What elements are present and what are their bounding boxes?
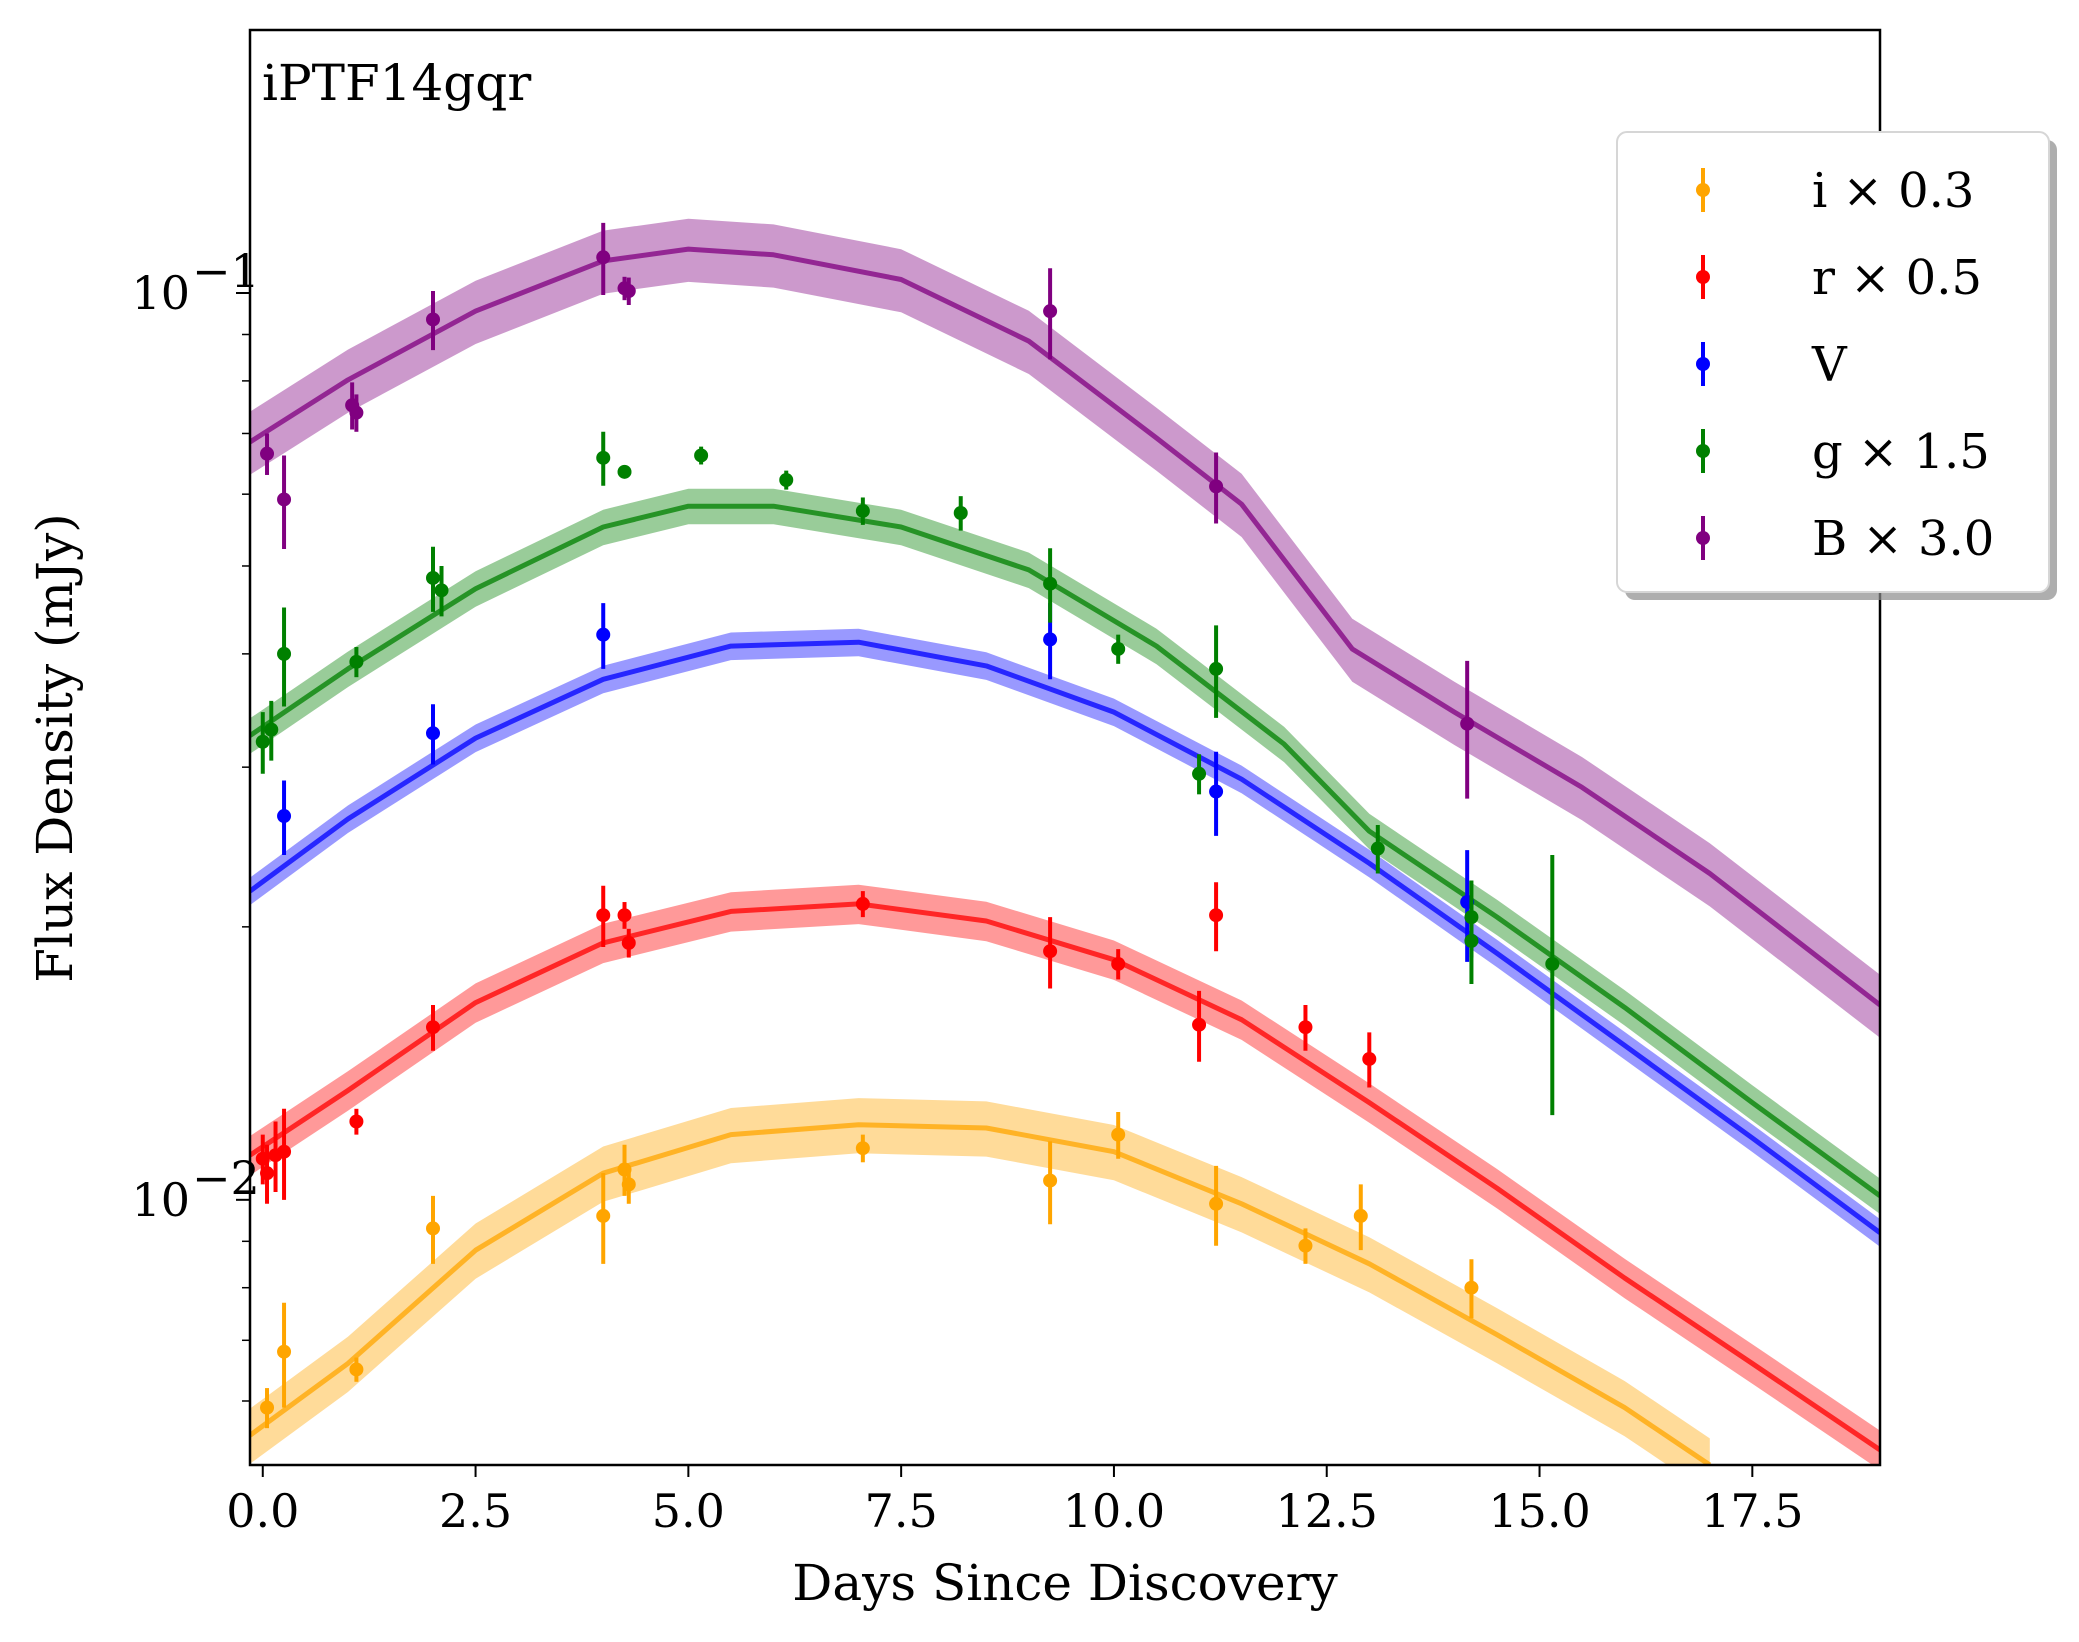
data-point [596,908,611,923]
x-axis-ticks: 0.0 2.5 5.0 7.5 10.0 12.5 15.0 17.5 [226,1465,1804,1538]
y-axis-ticks: 10−210−1 [131,244,260,1402]
legend-label: i × 0.3 [1812,163,1974,219]
data-point [1464,1280,1479,1295]
data-point [1111,956,1126,971]
data-point [1460,716,1475,731]
x-tick-label: 12.5 [1276,1484,1378,1538]
data-point [1209,908,1224,923]
data-point [1464,933,1479,948]
data-point [1192,766,1207,781]
annotation-label: iPTF14gqr [262,54,531,112]
legend-marker-point [1696,444,1710,458]
y-tick-exponent: −2 [192,1151,260,1205]
fit-bands [250,218,1880,1465]
x-tick-label: 10.0 [1063,1484,1165,1538]
data-point [426,1221,441,1236]
fit-band-b [250,218,1880,1038]
data-point [1209,479,1224,494]
data-point [694,448,709,463]
data-point [264,722,279,737]
data-point [426,726,441,741]
data-point [1043,576,1058,591]
legend-box [1616,131,2050,593]
legend-label: r × 0.5 [1812,250,1982,306]
x-tick-label: 0.0 [226,1484,299,1538]
data-point [277,809,292,824]
legend-marker-point [1696,531,1710,545]
data-point [1111,641,1126,656]
x-tick-label: 2.5 [439,1484,512,1538]
data-point [426,312,441,327]
data-point [260,1400,275,1415]
data-point [1362,1051,1377,1066]
data-point [1043,632,1058,647]
data-point [855,896,870,911]
fit-line-i [250,1122,1712,1465]
x-tick-label: 15.0 [1488,1484,1590,1538]
data-point [617,908,632,923]
legend-marker-point [1696,270,1710,284]
data-point [1111,1127,1126,1142]
data-point [617,464,632,479]
fit-line-b [250,246,1880,1007]
data-point [621,935,636,950]
data-point [1298,1238,1313,1253]
y-tick-label: 10 [131,266,190,320]
y-tick-label: 10 [131,1173,190,1227]
data-point [1192,1017,1207,1032]
data-point [349,654,364,669]
data-point [596,450,611,465]
x-axis-label: Days Since Discovery [792,1554,1338,1612]
fit-line-g [250,503,1880,1198]
data-point [349,405,364,420]
data-point [426,570,441,585]
data-point [1043,944,1058,959]
fit-line-v [250,639,1880,1235]
legend-label: B × 3.0 [1812,511,1994,567]
data-point [779,473,794,488]
legend: i × 0.3 r × 0.5 Vg × 1.5 B × 3.0 [1616,131,2057,600]
data-point [1370,841,1385,856]
fit-band-i [250,1098,1710,1465]
data-point [596,250,611,265]
data-point [596,1208,611,1223]
x-tick-label: 5.0 [652,1484,725,1538]
data-point [1043,304,1058,319]
data-point [349,1362,364,1377]
data-point [621,1177,636,1192]
data-point [1353,1208,1368,1223]
data-point [1209,661,1224,676]
legend-marker-point [1696,183,1710,197]
data-point [277,1144,292,1159]
data-point [1298,1020,1313,1035]
x-tick-label: 7.5 [865,1484,938,1538]
data-points [255,222,1560,1429]
data-point [277,646,292,661]
data-point [621,284,636,299]
x-tick-label: 17.5 [1701,1484,1803,1538]
data-point [1545,956,1560,971]
data-point [426,1020,441,1035]
y-tick-exponent: −1 [192,244,260,298]
data-point [1043,1173,1058,1188]
data-point [277,1344,292,1359]
data-point [855,503,870,518]
data-point [1209,1196,1224,1211]
data-point [260,446,275,461]
data-point [434,583,449,598]
legend-label: V [1811,337,1848,393]
data-point [596,627,611,642]
data-point [277,492,292,507]
legend-marker-point [1696,357,1710,371]
legend-label: g × 1.5 [1812,424,1990,480]
data-point [260,1166,275,1181]
data-point [1209,784,1224,799]
data-point [953,506,968,521]
data-point [855,1141,870,1156]
y-axis-label: Flux Density (mJy) [26,513,84,982]
data-point [255,734,270,749]
plot-frame [248,28,1882,1467]
data-point [349,1114,364,1129]
